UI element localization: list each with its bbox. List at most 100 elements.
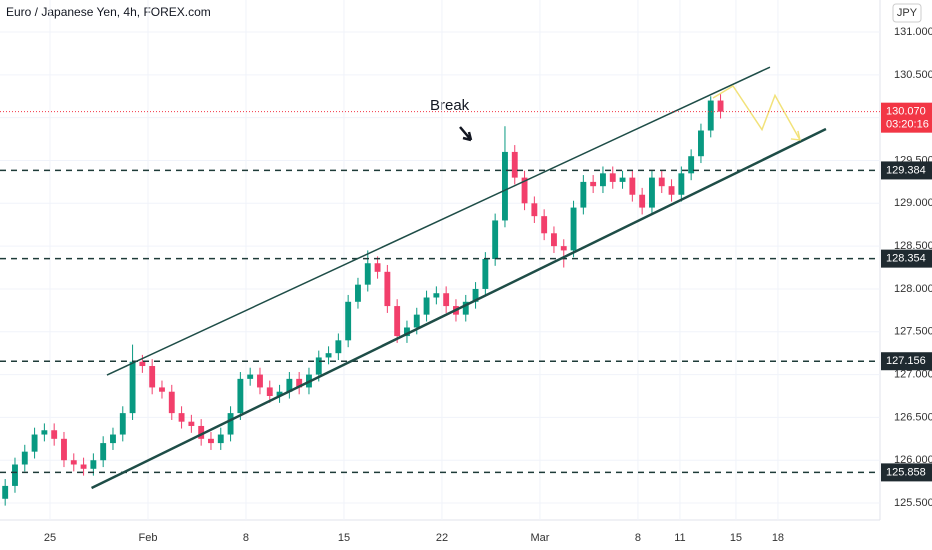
- x-tick-label: 22: [436, 532, 448, 544]
- candle-body: [276, 391, 283, 396]
- candle-body: [110, 434, 116, 444]
- candle-body: [31, 434, 38, 452]
- candle-body: [374, 263, 381, 272]
- current-price-label: 130.070: [886, 106, 926, 118]
- x-tick-label: 11: [674, 532, 685, 544]
- candle-body: [159, 387, 165, 392]
- candle-body: [315, 357, 322, 375]
- candle-body: [639, 194, 646, 208]
- candle-body: [600, 173, 606, 187]
- candle-body: [335, 340, 342, 354]
- candle-body: [325, 353, 332, 358]
- candle-body: [61, 438, 67, 461]
- candle-body: [717, 100, 724, 112]
- candle-body: [492, 220, 499, 259]
- candle-body: [462, 301, 469, 315]
- candle-body: [472, 288, 479, 302]
- candle-body: [698, 130, 704, 157]
- candle-body: [296, 378, 303, 388]
- candle-body: [188, 421, 195, 426]
- candle-body: [100, 443, 107, 461]
- candle-body: [237, 378, 244, 414]
- y-tick-label: 126.000: [894, 454, 932, 466]
- candle-body: [149, 366, 156, 388]
- candle-body: [649, 177, 655, 208]
- candle-body: [580, 181, 587, 208]
- projection-arrowhead: [790, 130, 801, 141]
- y-tick-label: 130.500: [894, 69, 932, 81]
- price-axis-bg: [880, 0, 932, 550]
- y-tick-label: 128.500: [894, 240, 932, 252]
- candle-body: [178, 413, 185, 422]
- candle-body: [707, 100, 714, 131]
- candle-body: [266, 387, 273, 396]
- x-tick-label: 15: [730, 532, 742, 544]
- x-tick-label: 8: [635, 532, 641, 544]
- currency-label: JPY: [897, 7, 918, 19]
- candle-body: [364, 263, 371, 285]
- level-label: 129.384: [886, 164, 926, 176]
- candle-body: [551, 233, 557, 247]
- candle-body: [482, 258, 489, 289]
- candle-body: [590, 181, 597, 187]
- candle-body: [531, 203, 538, 217]
- candle-body: [119, 413, 126, 435]
- candle-body: [217, 434, 224, 444]
- candle-body: [502, 151, 508, 221]
- candle-body: [658, 177, 665, 187]
- candle-body: [668, 186, 675, 195]
- candle-body: [51, 430, 58, 439]
- candle-body: [384, 271, 391, 307]
- candle-body: [678, 173, 685, 195]
- candle-body: [443, 293, 450, 307]
- candle-body: [21, 451, 28, 465]
- projection-path: [712, 84, 801, 141]
- y-tick-label: 127.000: [894, 368, 932, 380]
- candle-body: [433, 293, 440, 298]
- candle-body: [2, 485, 9, 499]
- candle-body: [41, 430, 48, 435]
- candle-body: [227, 413, 234, 435]
- candle-body: [404, 327, 410, 337]
- y-tick-label: 127.500: [894, 326, 932, 338]
- candle-body: [129, 361, 136, 414]
- y-tick-label: 128.000: [894, 283, 932, 295]
- candle-body: [521, 177, 528, 204]
- candle-body: [80, 464, 87, 469]
- candle-body: [355, 284, 361, 302]
- candle-body: [560, 246, 567, 251]
- y-tick-label: 126.500: [894, 411, 932, 423]
- candle-body: [208, 438, 214, 444]
- x-tick-label: 18: [772, 532, 784, 544]
- candle-body: [423, 297, 430, 315]
- chart-title: Euro / Japanese Yen, 4h, FOREX.com: [6, 5, 211, 19]
- candle-body: [345, 301, 352, 341]
- candle-body: [394, 306, 401, 337]
- candle-body: [168, 391, 175, 414]
- x-tick-label: 15: [338, 532, 350, 544]
- x-tick-label: Mar: [530, 532, 549, 544]
- candle-body: [609, 173, 616, 182]
- countdown-label: 03:20:16: [886, 119, 929, 131]
- x-tick-label: 25: [44, 532, 56, 544]
- candle-body: [286, 378, 293, 392]
- trend-line: [91, 127, 827, 490]
- trend-line: [106, 66, 771, 376]
- y-tick-label: 125.500: [894, 497, 932, 509]
- candle-body: [413, 314, 420, 328]
- level-label-bg: [881, 249, 932, 268]
- candle-body: [70, 460, 77, 465]
- candle-body: [541, 216, 548, 234]
- level-label-bg: [881, 463, 932, 482]
- level-label-bg: [881, 161, 932, 180]
- level-label: 128.354: [886, 253, 926, 265]
- candle-body: [139, 361, 146, 367]
- x-tick-label: Feb: [138, 532, 157, 544]
- y-tick-label: 131.000: [894, 26, 932, 38]
- candle-body: [688, 156, 695, 174]
- currency-button[interactable]: [892, 3, 922, 23]
- y-tick-label: 129.000: [894, 197, 932, 209]
